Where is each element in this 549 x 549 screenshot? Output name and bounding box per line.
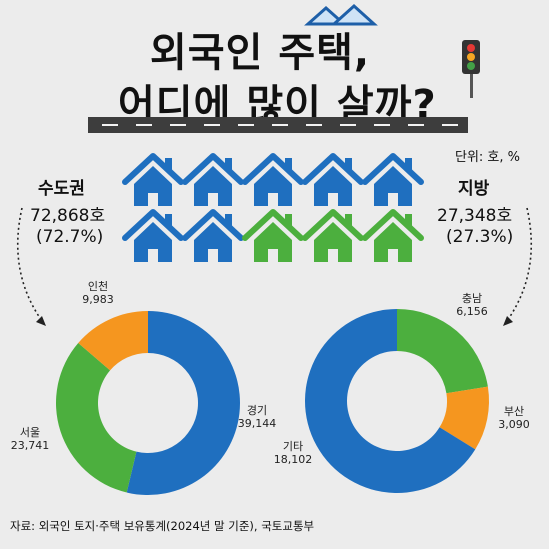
local-donut-chart <box>304 309 489 493</box>
house-icon <box>362 153 424 206</box>
local-region-name: 지방 <box>458 179 490 199</box>
house-icon <box>242 153 304 206</box>
local-percent: (27.3%) <box>446 227 514 247</box>
house-icon-grid <box>122 153 424 262</box>
house-icon <box>242 209 304 262</box>
roof-decoration-icon <box>304 3 378 26</box>
house-icon <box>122 153 184 206</box>
capital-region-name: 수도권 <box>38 179 85 199</box>
label-gyeonggi: 경기 39,144 <box>237 404 277 430</box>
capital-percent: (72.7%) <box>36 227 104 247</box>
right-arrow-head-icon <box>503 316 513 326</box>
source-note: 자료: 외국인 토지·주택 보유통계(2024년 말 기준), 국토교통부 <box>10 519 315 533</box>
traffic-light-icon <box>462 40 480 98</box>
house-icon <box>362 209 424 262</box>
capital-donut-chart <box>55 311 240 495</box>
house-icon <box>182 209 244 262</box>
label-other: 기타 18,102 <box>273 440 313 466</box>
house-icon <box>302 153 364 206</box>
road-divider <box>88 117 468 133</box>
label-seoul: 서울 23,741 <box>10 426 50 452</box>
house-icon <box>182 153 244 206</box>
donut-segment-기타 <box>304 309 476 493</box>
house-icon <box>302 209 364 262</box>
donut-segment-충남 <box>397 309 488 394</box>
donut-segment-서울 <box>55 343 137 493</box>
title-line-1: 외국인 주택, <box>150 30 371 76</box>
right-dotted-arrow <box>508 207 533 319</box>
donut-segment-경기 <box>126 311 240 495</box>
house-icon <box>122 209 184 262</box>
label-busan: 부산 3,090 <box>498 405 530 431</box>
label-chungnam: 충남 6,156 <box>456 292 488 318</box>
capital-count: 72,868호 <box>30 206 106 226</box>
label-incheon: 인천 9,983 <box>82 280 114 306</box>
local-count: 27,348호 <box>437 206 513 226</box>
left-arrow-head-icon <box>36 316 46 326</box>
donut-segment-인천 <box>78 311 148 371</box>
donut-segment-부산 <box>439 386 489 450</box>
unit-label: 단위: 호, % <box>455 150 521 165</box>
